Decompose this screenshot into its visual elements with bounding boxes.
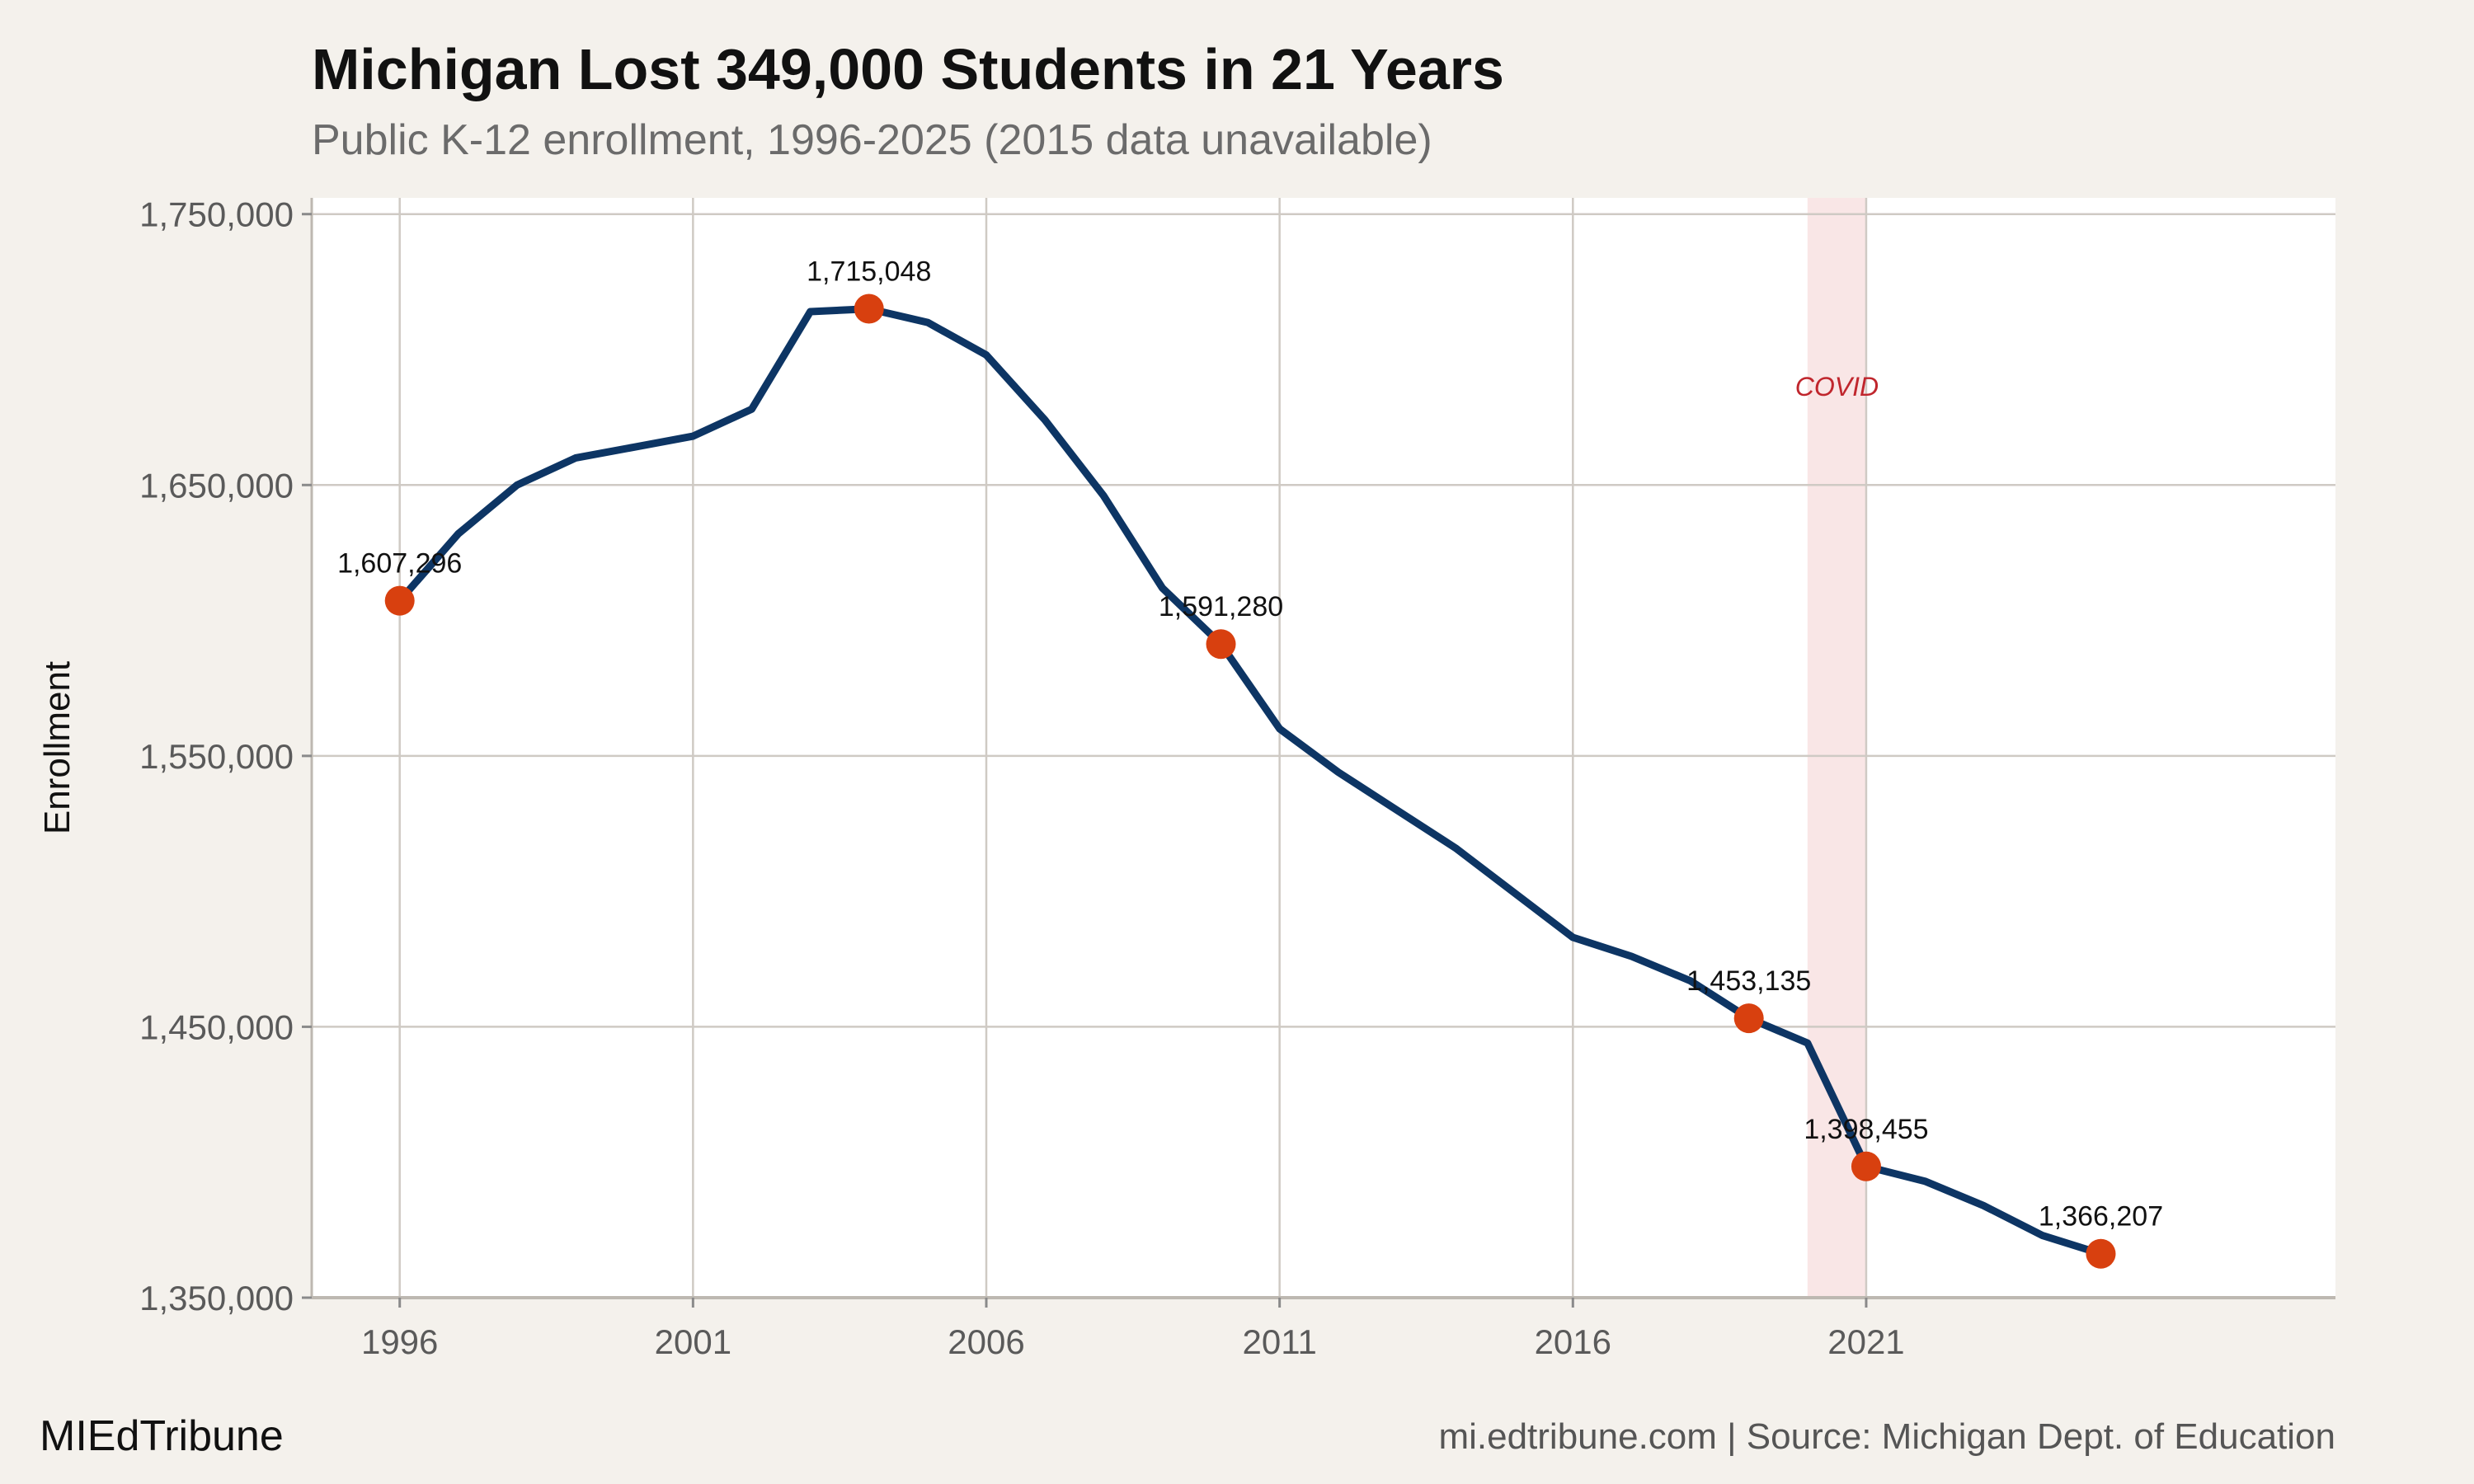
- covid-label: COVID: [1795, 372, 1879, 402]
- data-label: 1,607,296: [337, 548, 462, 580]
- x-tick-label: 2011: [1242, 1322, 1316, 1361]
- x-tick-label: 2006: [948, 1322, 1024, 1361]
- source-caption: mi.edtribune.com | Source: Michigan Dept…: [1438, 1416, 2335, 1457]
- y-tick-label: 1,750,000: [139, 195, 294, 234]
- x-tick-label: 2021: [1827, 1322, 1904, 1361]
- y-tick-label: 1,450,000: [139, 1007, 294, 1046]
- highlight-point: [1206, 629, 1236, 660]
- covid-band: [1807, 198, 1866, 1298]
- y-axis-title: Enrollment: [37, 661, 78, 834]
- data-label: 1,453,135: [1686, 965, 1811, 997]
- highlight-point: [2086, 1238, 2116, 1269]
- x-tick-label: 1996: [361, 1322, 438, 1361]
- highlight-point: [1733, 1003, 1764, 1034]
- highlight-point: [384, 585, 415, 616]
- highlight-point: [854, 294, 884, 324]
- x-tick-label: 2016: [1535, 1322, 1611, 1361]
- brand-name: MIEdTribune: [40, 1412, 284, 1460]
- chart-subtitle: Public K-12 enrollment, 1996-2025 (2015 …: [312, 116, 1432, 164]
- chart-title: Michigan Lost 349,000 Students in 21 Yea…: [312, 37, 1504, 101]
- x-tick-label: 2001: [655, 1322, 731, 1361]
- data-label: 1,715,048: [807, 256, 931, 288]
- data-label: 1,398,455: [1804, 1114, 1928, 1145]
- y-tick-label: 1,650,000: [139, 466, 294, 505]
- plot-panel: [312, 198, 2335, 1298]
- highlight-point: [1851, 1151, 1881, 1181]
- y-tick-label: 1,350,000: [139, 1279, 294, 1317]
- y-tick-label: 1,550,000: [139, 737, 294, 776]
- data-label: 1,591,280: [1159, 591, 1283, 622]
- data-label: 1,366,207: [2039, 1201, 2163, 1233]
